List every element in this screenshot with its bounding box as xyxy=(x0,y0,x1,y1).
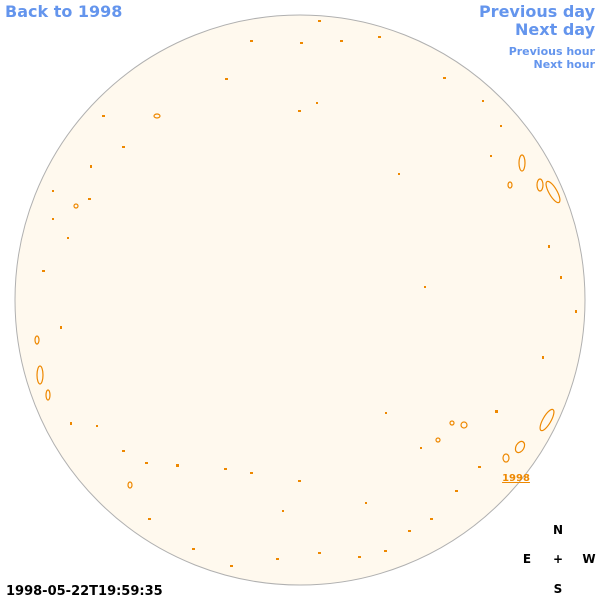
compass-north: N xyxy=(553,523,563,537)
compass-center: + xyxy=(553,552,563,566)
next-day-link[interactable]: Next day xyxy=(515,20,595,39)
next-hour-link[interactable]: Next hour xyxy=(533,58,596,71)
year-label[interactable]: 1998 xyxy=(502,473,530,484)
compass-west: W xyxy=(582,552,595,566)
compass-east: E xyxy=(523,552,531,566)
solar-disk xyxy=(14,14,586,586)
previous-day-link[interactable]: Previous day xyxy=(478,2,595,21)
back-link[interactable]: Back to 1998 xyxy=(5,2,123,21)
previous-hour-link[interactable]: Previous hour xyxy=(508,45,595,58)
compass-south: S xyxy=(554,582,563,596)
contours xyxy=(34,113,561,489)
spots xyxy=(42,20,577,567)
timestamp: 1998-05-22T19:59:35 xyxy=(6,584,163,599)
